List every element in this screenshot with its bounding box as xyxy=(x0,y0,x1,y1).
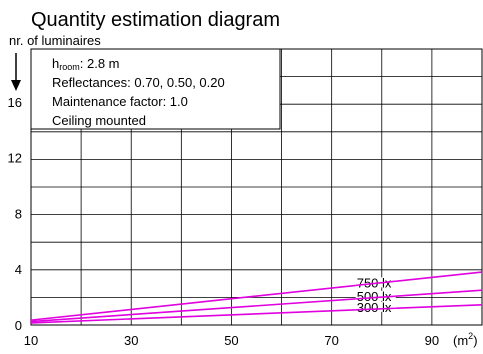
series-line-overlay xyxy=(355,295,396,300)
y-tick-label: 0 xyxy=(15,318,22,333)
chart-title: Quantity estimation diagram xyxy=(31,9,280,31)
x-tick-label: 50 xyxy=(224,333,238,348)
grid xyxy=(30,48,483,326)
series-line-overlay xyxy=(355,307,396,311)
x-axis-unit: (m2) xyxy=(453,331,478,348)
room-height-value: : 2.8 m xyxy=(80,56,120,71)
series-label-backdrop xyxy=(355,290,396,301)
room-height-h: h xyxy=(52,56,59,71)
series-label-backdrop xyxy=(355,277,396,288)
y-tick-labels: 0 4 8 12 16 xyxy=(8,95,22,333)
x-tick-labels: 10 30 50 70 90 xyxy=(24,333,439,348)
series-line-500-lx xyxy=(30,289,483,323)
y-tick-label: 16 xyxy=(8,95,22,110)
x-unit-base: (m xyxy=(453,333,468,348)
x-unit-superscript: 2 xyxy=(468,331,473,341)
reflectances-note: Reflectances: 0.70, 0.50, 0.20 xyxy=(52,75,225,90)
y-tick-label: 8 xyxy=(15,206,22,221)
x-tick-label: 10 xyxy=(24,333,38,348)
x-unit-close: ) xyxy=(473,333,477,348)
y-tick-label: 4 xyxy=(15,262,22,277)
y-axis-arrow-icon xyxy=(11,53,21,91)
y-axis-label: nr. of luminaires xyxy=(9,33,101,48)
series-label: 500 lx xyxy=(357,289,392,304)
info-lines: hroom: 2.8 m Reflectances: 0.70, 0.50, 0… xyxy=(52,56,225,128)
x-tick-label: 70 xyxy=(324,333,338,348)
room-height-note: hroom: 2.8 m xyxy=(52,56,120,72)
info-box xyxy=(30,48,281,130)
x-tick-label: 90 xyxy=(425,333,439,348)
series-line-overlay xyxy=(355,280,396,287)
series-lines xyxy=(30,271,483,324)
room-height-subscript: room xyxy=(59,62,80,72)
maintenance-note: Maintenance factor: 1.0 xyxy=(52,94,188,109)
x-tick-label: 30 xyxy=(124,333,138,348)
series-line-300-lx xyxy=(30,303,483,324)
series-line-750-lx xyxy=(30,271,483,321)
series-label-backdrop xyxy=(355,301,396,312)
y-tick-label: 12 xyxy=(8,151,22,166)
series-label: 300 lx xyxy=(357,300,392,315)
mounting-note: Ceiling mounted xyxy=(52,113,146,128)
